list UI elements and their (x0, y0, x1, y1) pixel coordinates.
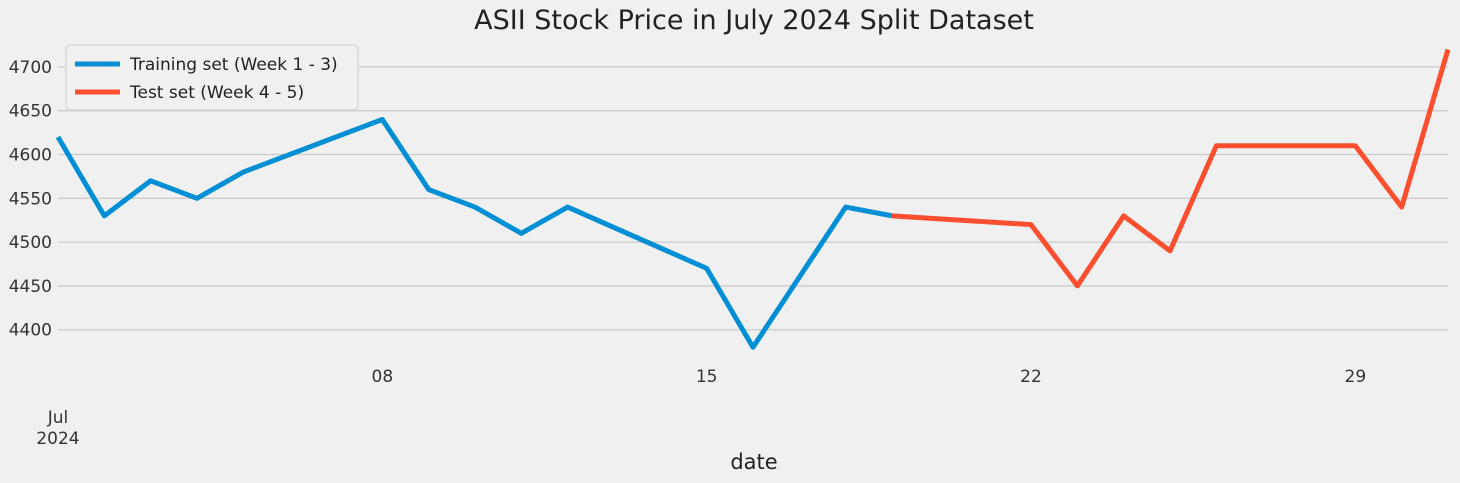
legend-label-test: Test set (Week 4 - 5) (129, 83, 304, 103)
x-tick-label: 29 (1345, 367, 1367, 387)
legend: Training set (Week 1 - 3) Test set (Week… (65, 44, 359, 111)
y-tick-label: 4500 (9, 233, 52, 253)
series-line-0 (55, 116, 893, 350)
legend-label-training: Training set (Week 1 - 3) (129, 55, 338, 75)
x-tick-label: Jul (47, 408, 69, 428)
legend-box (65, 44, 359, 111)
chart-title: ASII Stock Price in July 2024 Split Data… (474, 5, 1034, 36)
x-tick-label: 15 (696, 367, 718, 387)
y-tick-label: 4650 (9, 102, 52, 122)
y-tick-label: 4400 (9, 321, 52, 341)
gridlines (58, 66, 1448, 331)
x-tick-label: 08 (372, 367, 394, 387)
y-tick-label: 4550 (9, 189, 52, 209)
series-line-1 (891, 48, 1451, 289)
y-tick-label: 4600 (9, 146, 52, 166)
series-lines (55, 48, 1451, 350)
y-tick-label: 4450 (9, 277, 52, 297)
y-axis-ticks: 4400 4450 4500 4550 4600 4650 4700 (9, 58, 52, 341)
x-axis-label: date (730, 450, 777, 474)
y-tick-label: 4700 (9, 58, 52, 78)
x-tick-label: 22 (1020, 367, 1042, 387)
x-tick-sublabel: 2024 (36, 429, 79, 449)
